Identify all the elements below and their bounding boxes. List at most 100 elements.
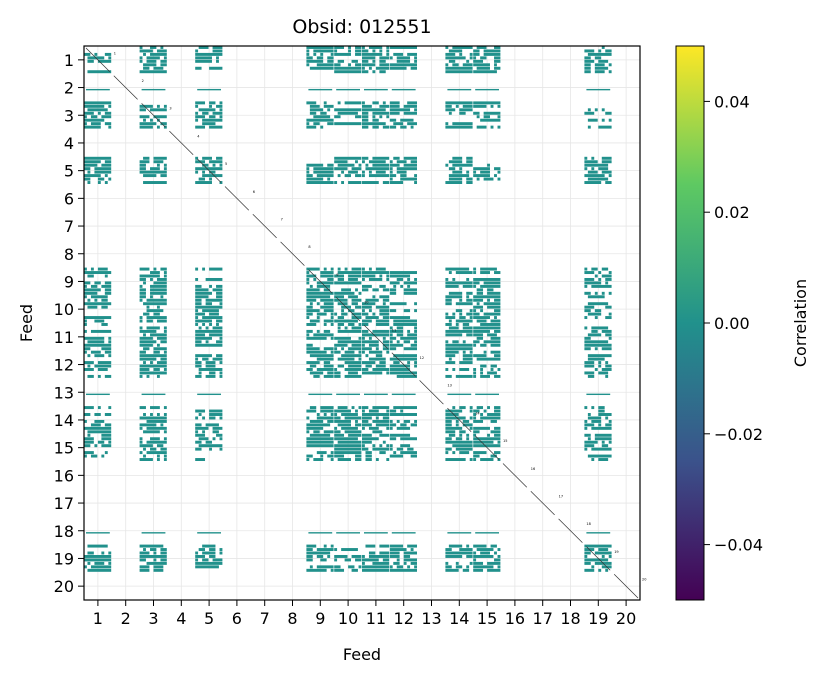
heatmap-cell (586, 393, 611, 396)
heatmap-cell (455, 319, 473, 323)
heatmap-cell (389, 364, 411, 368)
heatmap-cell (584, 70, 591, 74)
heatmap-cell (139, 326, 143, 330)
heatmap-cell (146, 316, 167, 320)
heatmap-cell (202, 430, 206, 434)
heatmap-cell (316, 281, 334, 285)
heatmap-cell (368, 426, 379, 430)
heatmap-cell (84, 426, 112, 430)
heatmap-cell (598, 49, 602, 53)
heatmap-cell (139, 319, 143, 323)
heatmap-cell (202, 416, 206, 420)
heatmap-cell (334, 454, 345, 458)
heatmap-cell (355, 458, 362, 461)
heatmap-cell (84, 271, 112, 275)
heatmap-cell (355, 160, 358, 164)
heatmap-cell (473, 416, 477, 420)
heatmap-cell (334, 419, 351, 423)
heatmap-cell (156, 413, 160, 416)
heatmap-cell (337, 458, 351, 461)
heatmap-cell (403, 340, 411, 344)
heatmap-cell (327, 122, 334, 126)
heatmap-cell (594, 274, 598, 278)
heatmap-cell (601, 444, 609, 448)
diagonal-label: 6 (253, 190, 255, 194)
heatmap-cell (480, 309, 484, 313)
heatmap-cell (336, 532, 360, 534)
heatmap-cell (355, 409, 358, 413)
heatmap-cell (407, 101, 418, 105)
diagonal-label: 12 (420, 356, 424, 360)
heatmap-cell (316, 368, 334, 371)
heatmap-cell (396, 565, 404, 569)
x-tick-label: 1 (93, 609, 103, 628)
heatmap-cell (104, 174, 108, 178)
heatmap-cell (414, 565, 418, 569)
heatmap-cell (146, 305, 150, 309)
heatmap-cell (156, 125, 160, 129)
heatmap-cell (389, 454, 404, 458)
heatmap-cell (410, 125, 414, 129)
heatmap-cell (351, 59, 358, 63)
heatmap-cell (195, 302, 202, 306)
heatmap-cell (195, 101, 206, 105)
heatmap-cell (348, 295, 358, 299)
heatmap-cell (594, 291, 598, 295)
heatmap-cell (205, 326, 209, 330)
heatmap-cell (334, 66, 362, 70)
heatmap-cell (386, 46, 390, 49)
heatmap-cell (452, 46, 473, 49)
heatmap-cell (445, 323, 452, 326)
heatmap-cell (382, 101, 386, 105)
heatmap-cell (212, 163, 216, 167)
heatmap-cell (372, 163, 390, 167)
heatmap-cell (400, 451, 417, 455)
heatmap-cell (87, 568, 112, 572)
heatmap-cell (205, 364, 216, 368)
heatmap-cell (584, 340, 609, 344)
heatmap-cell (389, 125, 397, 129)
heatmap-cell (445, 447, 452, 451)
heatmap-cell (494, 298, 501, 302)
heatmap-cell (386, 277, 390, 281)
heatmap-cell (494, 46, 501, 49)
heatmap-cell (313, 277, 317, 281)
heatmap-cell (389, 551, 400, 555)
heatmap-cell (445, 413, 459, 416)
heatmap-cell (84, 558, 112, 562)
heatmap-cell (445, 104, 452, 108)
heatmap-cell (139, 160, 150, 164)
heatmap-cell (195, 309, 199, 313)
heatmap-cell (598, 406, 605, 410)
heatmap-cell (330, 267, 334, 271)
heatmap-cell (497, 548, 501, 552)
heatmap-cell (459, 368, 470, 371)
heatmap-cell (205, 340, 209, 344)
heatmap-cell (362, 413, 390, 416)
heatmap-cell (469, 406, 473, 410)
heatmap-cell (445, 423, 452, 427)
heatmap-cell (139, 291, 146, 295)
heatmap-cell (139, 316, 143, 320)
heatmap-cell (306, 118, 334, 122)
heatmap-cell (473, 554, 494, 558)
heatmap-cell (414, 309, 418, 313)
heatmap-cell (209, 267, 223, 271)
heatmap-cell (348, 347, 362, 351)
heatmap-cell (389, 329, 404, 333)
heatmap-cell (327, 419, 334, 423)
heatmap-cell (156, 374, 160, 378)
heatmap-cell (487, 433, 490, 437)
heatmap-cell (337, 440, 362, 444)
heatmap-cell (195, 319, 212, 323)
heatmap-cell (389, 368, 411, 371)
heatmap-cell (473, 426, 490, 430)
heatmap-cell (407, 447, 414, 451)
heatmap-cell (344, 558, 351, 562)
heatmap-cell (205, 423, 219, 427)
heatmap-cell (414, 340, 418, 344)
heatmap-cell (445, 101, 473, 105)
heatmap-cell (306, 59, 324, 63)
heatmap-cell (473, 561, 484, 565)
heatmap-cell (153, 115, 167, 119)
